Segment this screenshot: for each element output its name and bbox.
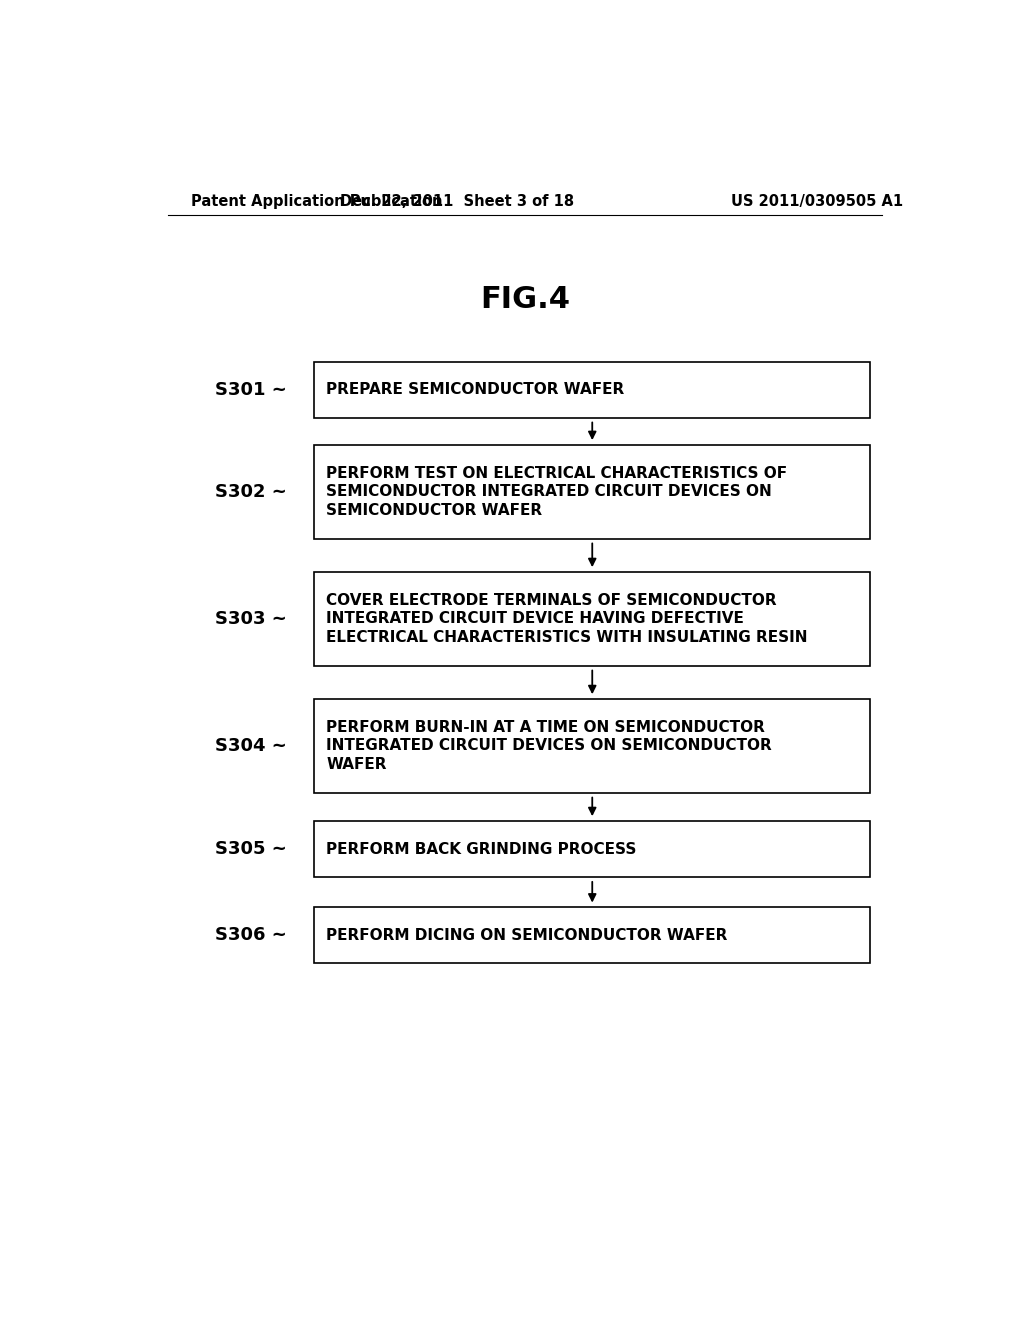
FancyBboxPatch shape xyxy=(314,821,870,876)
Text: PERFORM BACK GRINDING PROCESS: PERFORM BACK GRINDING PROCESS xyxy=(327,842,637,857)
Text: Dec. 22, 2011  Sheet 3 of 18: Dec. 22, 2011 Sheet 3 of 18 xyxy=(340,194,574,209)
Text: PERFORM BURN-IN AT A TIME ON SEMICONDUCTOR
INTEGRATED CIRCUIT DEVICES ON SEMICON: PERFORM BURN-IN AT A TIME ON SEMICONDUCT… xyxy=(327,719,772,772)
FancyBboxPatch shape xyxy=(314,572,870,665)
Text: S304 ~: S304 ~ xyxy=(215,737,287,755)
Text: S301 ~: S301 ~ xyxy=(215,380,287,399)
FancyBboxPatch shape xyxy=(314,362,870,417)
Text: S306 ~: S306 ~ xyxy=(215,927,287,944)
FancyBboxPatch shape xyxy=(314,907,870,964)
Text: S303 ~: S303 ~ xyxy=(215,610,287,628)
FancyBboxPatch shape xyxy=(314,445,870,539)
Text: PREPARE SEMICONDUCTOR WAFER: PREPARE SEMICONDUCTOR WAFER xyxy=(327,381,625,397)
Text: FIG.4: FIG.4 xyxy=(480,285,569,314)
Text: S302 ~: S302 ~ xyxy=(215,483,287,500)
Text: COVER ELECTRODE TERMINALS OF SEMICONDUCTOR
INTEGRATED CIRCUIT DEVICE HAVING DEFE: COVER ELECTRODE TERMINALS OF SEMICONDUCT… xyxy=(327,593,808,645)
Text: S305 ~: S305 ~ xyxy=(215,840,287,858)
FancyBboxPatch shape xyxy=(314,700,870,792)
Text: PERFORM TEST ON ELECTRICAL CHARACTERISTICS OF
SEMICONDUCTOR INTEGRATED CIRCUIT D: PERFORM TEST ON ELECTRICAL CHARACTERISTI… xyxy=(327,466,787,517)
Text: Patent Application Publication: Patent Application Publication xyxy=(191,194,443,209)
Text: US 2011/0309505 A1: US 2011/0309505 A1 xyxy=(731,194,903,209)
Text: PERFORM DICING ON SEMICONDUCTOR WAFER: PERFORM DICING ON SEMICONDUCTOR WAFER xyxy=(327,928,728,942)
